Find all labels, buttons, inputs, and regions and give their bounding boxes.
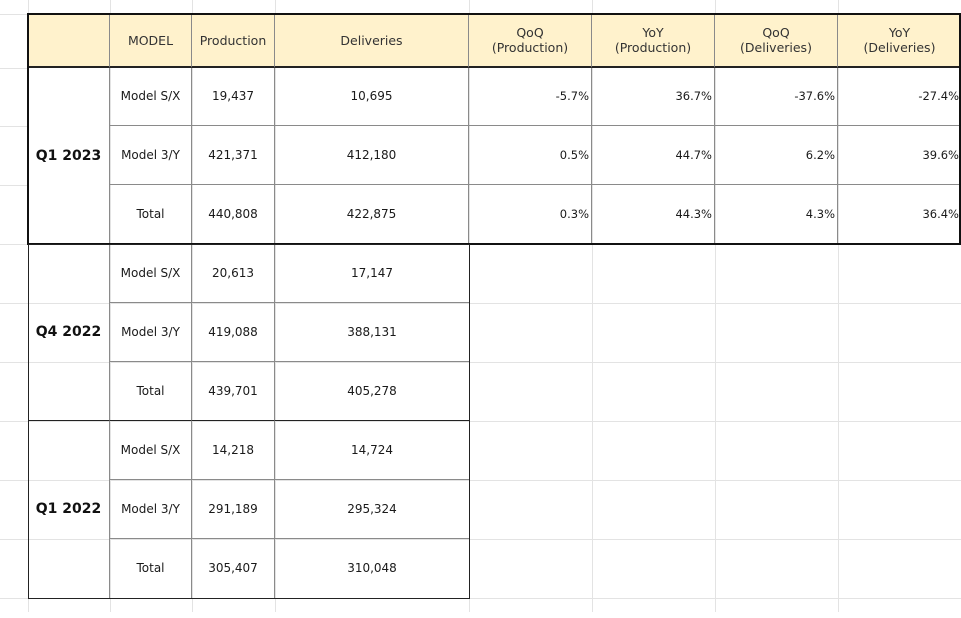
deliveries-cell[interactable]: 405,278 [275, 362, 469, 421]
qoq-production-cell[interactable]: 0.5% [469, 126, 592, 185]
production-cell[interactable]: 419,088 [192, 303, 275, 362]
deliveries-cell[interactable]: 295,324 [275, 480, 469, 539]
production-cell[interactable]: 20,613 [192, 244, 275, 303]
deliveries-cell[interactable]: 14,724 [275, 421, 469, 480]
header-production[interactable]: Production [192, 14, 275, 68]
production-cell[interactable]: 305,407 [192, 539, 275, 598]
header-qoq-production[interactable]: QoQ (Production) [469, 14, 592, 68]
model-cell[interactable]: Total [110, 185, 192, 244]
header-yoy-deliveries[interactable]: YoY (Deliveries) [838, 14, 961, 68]
deliveries-cell[interactable]: 17,147 [275, 244, 469, 303]
yoy-deliveries-cell[interactable]: 39.6% [838, 126, 961, 185]
model-cell[interactable]: Model S/X [110, 421, 192, 480]
model-cell[interactable]: Total [110, 539, 192, 598]
model-cell[interactable]: Total [110, 362, 192, 421]
deliveries-cell[interactable]: 422,875 [275, 185, 469, 244]
qoq-production-cell[interactable]: -5.7% [469, 68, 592, 126]
qoq-production-cell[interactable]: 0.3% [469, 185, 592, 244]
header-model[interactable]: MODEL [110, 14, 192, 68]
deliveries-cell[interactable]: 412,180 [275, 126, 469, 185]
qoq-deliveries-cell[interactable]: 4.3% [715, 185, 838, 244]
model-cell[interactable]: Model 3/Y [110, 126, 192, 185]
deliveries-cell[interactable]: 310,048 [347, 561, 397, 575]
model-cell[interactable]: Model 3/Y [110, 480, 192, 539]
quarter-label-q1-2022[interactable]: Q1 2022 [28, 421, 110, 598]
yoy-deliveries-cell[interactable]: -27.4% [838, 68, 961, 126]
header-corner-cell[interactable] [28, 14, 110, 68]
header-yoy-production[interactable]: YoY (Production) [592, 14, 715, 68]
yoy-deliveries-cell[interactable]: 36.4% [922, 207, 959, 221]
yoy-production-cell[interactable]: 44.3% [592, 185, 715, 244]
header-qoq-deliveries[interactable]: QoQ (Deliveries) [715, 14, 838, 68]
model-cell[interactable]: Model S/X [110, 244, 192, 303]
production-cell[interactable]: 291,189 [192, 480, 275, 539]
production-cell[interactable]: 440,808 [192, 185, 275, 244]
production-cell[interactable]: 421,371 [192, 126, 275, 185]
model-cell[interactable]: Model 3/Y [110, 303, 192, 362]
qoq-deliveries-cell[interactable]: -37.6% [715, 68, 838, 126]
deliveries-cell[interactable]: 10,695 [275, 68, 469, 126]
quarter-label-q1-2023[interactable]: Q1 2023 [28, 68, 110, 244]
production-cell[interactable]: 19,437 [192, 68, 275, 126]
deliveries-cell[interactable]: 388,131 [275, 303, 469, 362]
production-cell[interactable]: 14,218 [192, 421, 275, 480]
model-cell[interactable]: Model S/X [110, 68, 192, 126]
quarter-label-q4-2022[interactable]: Q4 2022 [28, 244, 110, 421]
header-deliveries[interactable]: Deliveries [275, 14, 469, 68]
yoy-production-cell[interactable]: 44.7% [592, 126, 715, 185]
production-cell[interactable]: 439,701 [192, 362, 275, 421]
yoy-production-cell[interactable]: 36.7% [592, 68, 715, 126]
qoq-deliveries-cell[interactable]: 6.2% [715, 126, 838, 185]
